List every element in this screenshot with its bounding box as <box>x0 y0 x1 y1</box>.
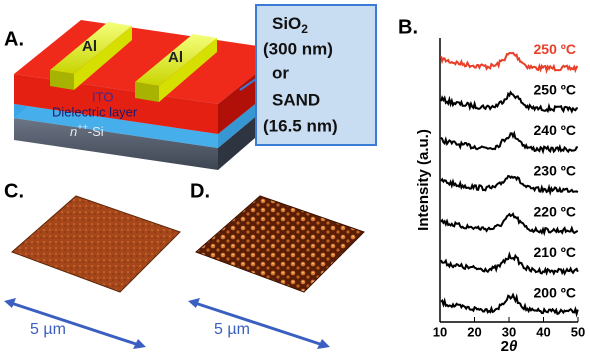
afm-image <box>196 196 364 292</box>
si-rest: -Si <box>88 124 104 139</box>
layer-label: ITO <box>92 89 113 104</box>
figure: A. Al Al ITO Dielectric layer n++-Si SiO… <box>0 0 590 352</box>
afm-image <box>12 196 180 292</box>
sio-sub: 2 <box>301 22 308 36</box>
curve-label: 210 ºC <box>534 244 576 260</box>
box-text: (16.5 nm) <box>263 116 338 135</box>
box-text: or <box>272 63 289 82</box>
si-base: n <box>70 124 77 139</box>
x-tick-label: 50 <box>571 324 585 339</box>
curve-label: 250 ºC <box>534 82 576 98</box>
scale-label: 5 µm <box>214 321 250 338</box>
x-tick-label: 10 <box>433 324 447 339</box>
curve-label: 220 ºC <box>534 203 576 219</box>
x-tick-label: 20 <box>467 324 481 339</box>
x-tick-label: 40 <box>536 324 550 339</box>
scale-arrow <box>192 302 326 346</box>
electrode-label: Al <box>82 38 97 55</box>
panel-label: A. <box>4 28 24 50</box>
x-axis-label: 2θ <box>501 338 518 352</box>
panel-label: B. <box>398 16 418 38</box>
box-text: (300 nm) <box>263 39 333 58</box>
box-text: SAND <box>272 90 320 109</box>
sio: SiO <box>272 14 301 33</box>
device-schematic <box>14 20 285 170</box>
electrode-label: Al <box>168 49 183 66</box>
y-axis-label: Intensity (a.u.) <box>415 129 432 231</box>
layer-label: Dielectric layer <box>52 104 138 119</box>
x-label-theta: θ <box>509 338 518 352</box>
layer-label: n++-Si <box>70 122 104 139</box>
panel-label: C. <box>4 180 24 202</box>
curve-label: 230 ºC <box>534 163 576 179</box>
curve-label: 240 ºC <box>534 122 576 138</box>
scale-arrow <box>8 302 142 346</box>
curve-label: 200 ºC <box>534 284 576 300</box>
x-label-base: 2 <box>501 338 509 352</box>
si-sup: ++ <box>77 122 88 132</box>
scale-label: 5 µm <box>30 321 66 338</box>
curve-label: 250 ºC <box>534 41 576 57</box>
panel-label: D. <box>190 180 210 202</box>
